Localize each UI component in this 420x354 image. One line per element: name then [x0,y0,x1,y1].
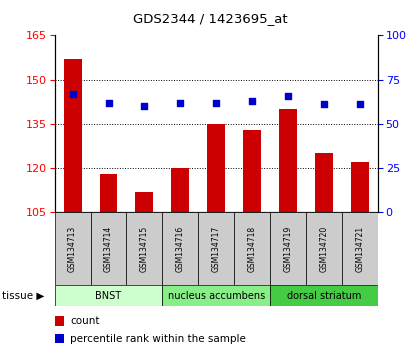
Text: percentile rank within the sample: percentile rank within the sample [70,334,246,344]
Bar [270,212,306,285]
Point [69,91,76,97]
Point [357,102,363,107]
Bar [306,212,342,285]
Text: GSM134715: GSM134715 [140,225,149,272]
Bar [198,212,234,285]
Bar [126,212,163,285]
Text: dorsal striatum: dorsal striatum [287,291,361,301]
Bar [55,212,91,285]
Bar [171,168,189,212]
Point [249,98,256,104]
Text: GSM134713: GSM134713 [68,225,77,272]
Bar [55,285,163,306]
Bar [315,153,333,212]
Bar [351,162,369,212]
Point [321,102,328,107]
Bar [279,109,297,212]
Text: BNST: BNST [95,291,121,301]
Point [285,93,291,98]
Text: count: count [70,316,100,326]
Bar [234,212,270,285]
Bar [135,192,153,212]
Text: GSM134720: GSM134720 [320,225,328,272]
Bar [342,212,378,285]
Bar [270,285,378,306]
Bar [207,124,225,212]
Point [105,100,112,105]
Text: GSM134714: GSM134714 [104,225,113,272]
Bar [163,212,198,285]
Text: tissue ▶: tissue ▶ [2,291,45,301]
Text: GSM134716: GSM134716 [176,225,185,272]
Text: nucleus accumbens: nucleus accumbens [168,291,265,301]
Point [141,103,148,109]
Bar [91,212,126,285]
Bar [163,285,270,306]
Text: GSM134719: GSM134719 [284,225,293,272]
Bar [243,130,261,212]
Text: GSM134718: GSM134718 [248,225,257,272]
Bar [63,59,81,212]
Text: GDS2344 / 1423695_at: GDS2344 / 1423695_at [133,12,287,25]
Bar [100,174,118,212]
Point [177,100,184,105]
Text: GSM134721: GSM134721 [356,225,365,272]
Point [213,100,220,105]
Text: GSM134717: GSM134717 [212,225,221,272]
